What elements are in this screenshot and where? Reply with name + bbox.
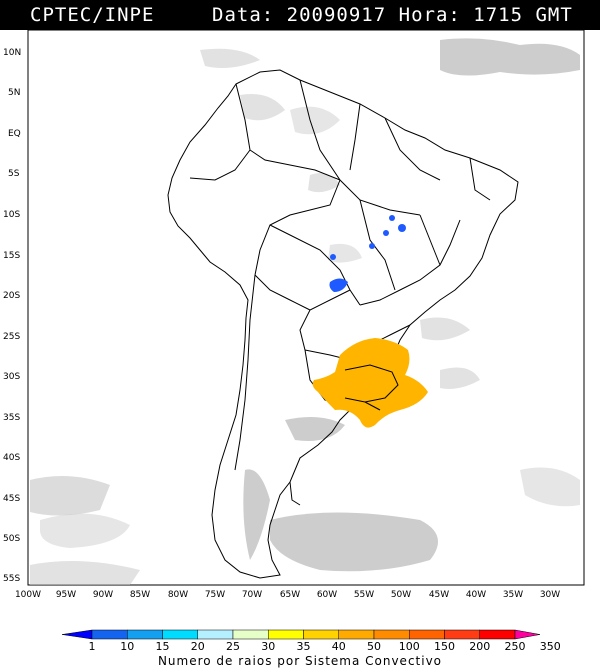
lon-label: 40W (466, 590, 486, 600)
colorbar-tick-label: 25 (226, 640, 240, 650)
lon-label: 80W (168, 590, 188, 600)
lat-label: 5S (8, 169, 20, 179)
lon-label: 70W (242, 590, 262, 600)
date-value: 20090917 (286, 4, 387, 26)
colorbar-tick-label: 200 (469, 640, 490, 650)
convective-system-south (312, 338, 428, 428)
colorbar-tick-label: 1 (89, 640, 96, 650)
convective-borders-overlay (344, 364, 399, 411)
lon-label: 95W (56, 590, 76, 600)
lon-label: 100W (15, 590, 41, 600)
colorbar-segment (127, 629, 163, 640)
lat-label: 5N (8, 88, 20, 98)
colorbar-tick-label: 30 (261, 640, 275, 650)
colorbar-segment (162, 629, 198, 640)
datetime-label: Data: 20090917 Hora: 1715 GMT (212, 4, 573, 26)
lat-label: 20S (3, 291, 20, 301)
colorbar-segment (373, 629, 410, 640)
colorbar-arrow-right (514, 629, 541, 640)
cloud-cover (30, 38, 580, 585)
longitude-labels: 100W 95W 90W 85W 80W 75W 70W 65W 60W 55W… (15, 590, 560, 600)
lat-label: 35S (3, 413, 20, 423)
colorbar-segment (232, 629, 269, 640)
lat-label: 55S (3, 574, 20, 584)
colorbar-segment (91, 629, 128, 640)
convective-system-central (329, 215, 406, 292)
lat-label: 10S (3, 210, 20, 220)
lon-label: 30W (540, 590, 560, 600)
colorbar-tick-label: 50 (367, 640, 381, 650)
lon-label: 45W (429, 590, 449, 600)
lat-label: 30S (3, 372, 20, 382)
hour-label: Hora: (398, 4, 461, 26)
lon-label: 85W (130, 590, 150, 600)
colorbar-segment (338, 629, 375, 640)
colorbar-tick-label: 40 (332, 640, 346, 650)
lon-label: 75W (205, 590, 225, 600)
colorbar-tick-label: 150 (434, 640, 455, 650)
lon-label: 35W (503, 590, 523, 600)
colorbar-tick-label: 15 (156, 640, 170, 650)
lat-label: 45S (3, 494, 20, 504)
hour-value: 1715 GMT (473, 4, 573, 26)
colorbar-tick-label: 250 (505, 640, 526, 650)
colorbar-tick-label: 10 (120, 640, 134, 650)
colorbar-segment (409, 629, 445, 640)
latitude-labels: 10N 5N EQ 5S 10S 15S 20S 25S 30S 35S 40S… (3, 48, 21, 584)
colorbar-segment (444, 629, 480, 640)
lat-label: 40S (3, 453, 20, 463)
lat-label: 10N (3, 48, 21, 58)
lat-label: 15S (3, 251, 20, 261)
colorbar-tick-label: 100 (399, 640, 420, 650)
colorbar: 1 10 15 20 25 30 35 40 50 100 150 200 250 350 (61, 629, 561, 650)
colorbar-tick-label: 20 (191, 640, 205, 650)
colorbar-segment (197, 629, 234, 640)
lat-label: EQ (8, 129, 21, 139)
lon-label: 60W (317, 590, 337, 600)
date-label: Data: (212, 4, 275, 26)
lon-label: 90W (93, 590, 113, 600)
title-bar: CPTEC/INPE Data: 20090917 Hora: 1715 GMT (0, 0, 600, 30)
colorbar-segment (479, 629, 516, 640)
colorbar-caption: Numero de raios por Sistema Convectivo (157, 654, 443, 668)
source-label: CPTEC/INPE (30, 4, 155, 26)
coastline (167, 69, 519, 579)
colorbar-tick-label: 350 (540, 640, 561, 650)
map-svg: 10N 5N EQ 5S 10S 15S 20S 25S 30S 35S 40S… (3, 30, 585, 650)
lat-label: 25S (3, 332, 20, 342)
lon-label: 65W (280, 590, 300, 600)
lon-label: 50W (391, 590, 411, 600)
colorbar-tick-label: 35 (297, 640, 311, 650)
colorbar-segment (303, 629, 339, 640)
colorbar-arrow-left (61, 629, 93, 640)
lat-label: 50S (3, 534, 20, 544)
lon-label: 55W (354, 590, 374, 600)
colorbar-segment (268, 629, 304, 640)
